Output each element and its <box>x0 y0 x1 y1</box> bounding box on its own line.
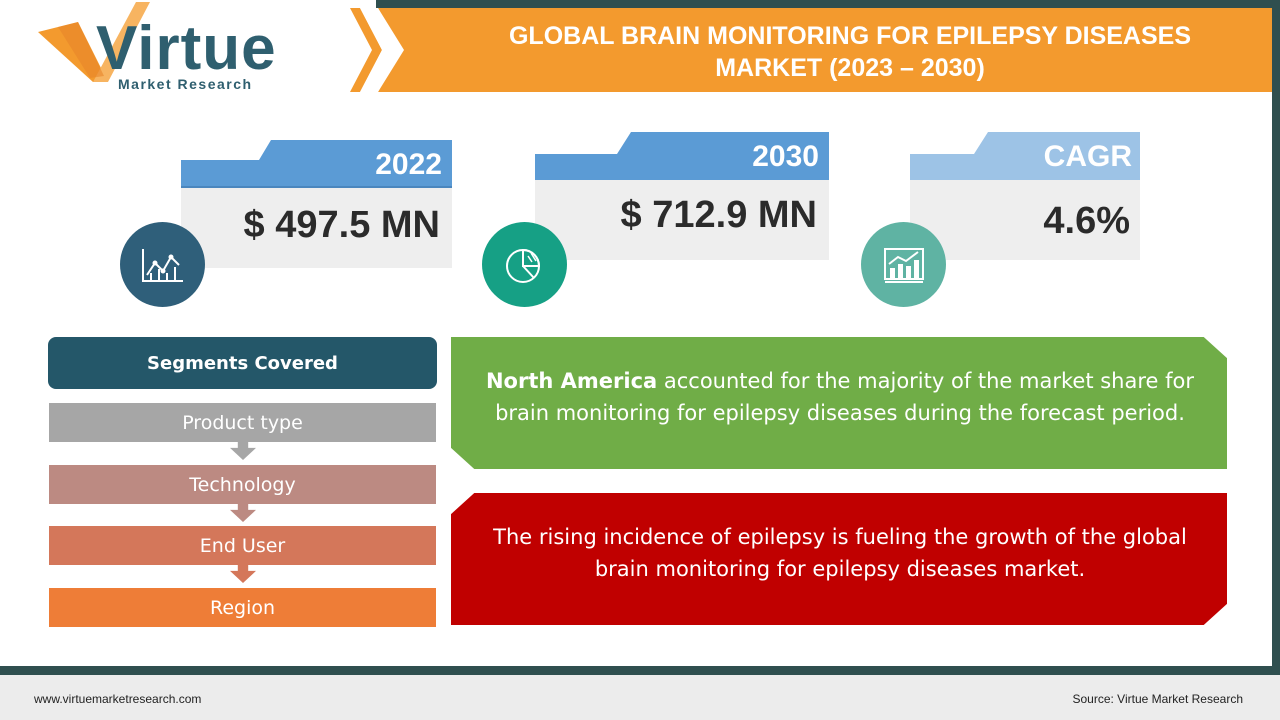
insight-green-box <box>451 337 1227 469</box>
stat-label-2030: 2030 <box>752 140 819 173</box>
title-line-1: GLOBAL BRAIN MONITORING FOR EPILEPSY DIS… <box>508 22 1192 50</box>
stat-tab-2030 <box>535 132 829 180</box>
logo: Virtue Market Research <box>0 0 340 100</box>
logo-word: Virtue <box>96 14 277 83</box>
insight-red-text: The rising incidence of epilepsy is fuel… <box>493 525 1187 581</box>
stat-value-2030: $ 712.9 MN <box>620 194 817 236</box>
footer-bar <box>0 675 1280 720</box>
page-title: GLOBAL BRAIN MONITORING FOR EPILEPSY DIS… <box>440 20 1260 84</box>
insight-red-box <box>451 493 1227 625</box>
stat-value-2022: $ 497.5 MN <box>243 204 440 246</box>
insight-green-text: North America accounted for the majority… <box>480 365 1200 429</box>
stat-label-cagr: CAGR <box>1043 140 1132 173</box>
pie-chart-icon <box>505 248 540 283</box>
stat-tab-cagr <box>910 132 1140 180</box>
segment-region: Region <box>49 588 436 627</box>
stat-card-2030: 2030 $ 712.9 MN <box>535 132 829 260</box>
segments-header: Segments Covered <box>48 337 437 389</box>
stat-icon-2022 <box>120 222 205 307</box>
growth-chart-icon <box>883 247 924 283</box>
insight-region-rest: accounted for the majority of the market… <box>495 369 1194 425</box>
bottom-border <box>0 666 1280 675</box>
logo-subtitle: Market Research <box>118 76 253 92</box>
stat-label-2022: 2022 <box>375 148 442 181</box>
footer-website: www.virtuemarketresearch.com <box>34 692 202 706</box>
stat-body-2030 <box>535 180 829 260</box>
insight-region: North America <box>485 369 658 393</box>
stat-body-2022 <box>181 188 452 268</box>
line-chart-icon <box>141 248 183 282</box>
title-banner <box>378 8 1272 92</box>
stat-value-cagr: 4.6% <box>1043 200 1130 242</box>
stat-card-2022: 2022 $ 497.5 MN <box>181 140 452 268</box>
title-chevron <box>350 8 410 92</box>
chevron-icon <box>350 8 400 92</box>
logo-v-mark-icon <box>38 2 150 82</box>
stat-tab-2022 <box>181 140 452 188</box>
footer-source: Source: Virtue Market Research <box>1072 692 1243 706</box>
stat-body-cagr <box>910 180 1140 260</box>
segment-end-user: End User <box>49 526 436 565</box>
stat-card-cagr: CAGR 4.6% <box>910 132 1140 260</box>
stat-icon-cagr <box>861 222 946 307</box>
right-border <box>1272 0 1280 675</box>
segment-technology: Technology <box>49 465 436 504</box>
segment-product-type: Product type <box>49 403 436 442</box>
top-border <box>376 0 1280 8</box>
stat-icon-2030 <box>482 222 567 307</box>
title-line-2: MARKET (2023 – 2030) <box>715 54 985 82</box>
